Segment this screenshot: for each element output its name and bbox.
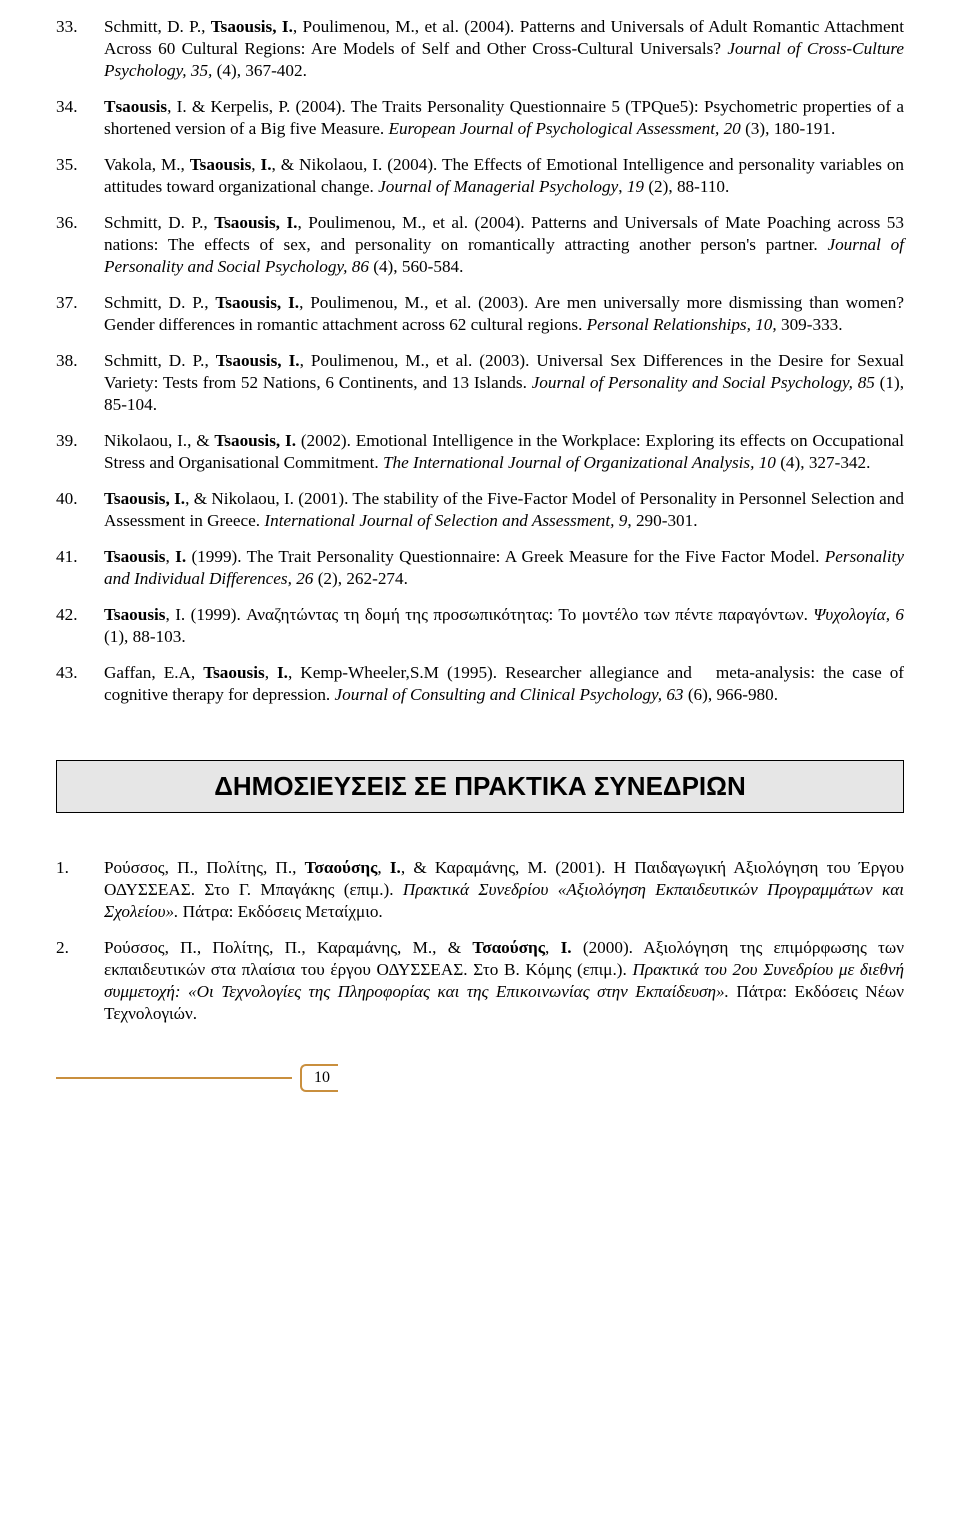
page-number: 10 (314, 1069, 330, 1086)
reference-text: Ρούσσος, Π., Πολίτης, Π., Τσαούσης, Ι., … (104, 857, 904, 923)
reference-text: Τsaousis, I. & Kerpelis, P. (2004). The … (104, 96, 904, 140)
reference-number: 42. (56, 604, 104, 648)
reference-item: 38.Schmitt, D. P., Tsaousis, I., Poulime… (56, 350, 904, 416)
reference-text: Tsaousis, I. (1999). Αναζητώντας τη δομή… (104, 604, 904, 648)
references-list-2: 1.Ρούσσος, Π., Πολίτης, Π., Τσαούσης, Ι.… (56, 857, 904, 1025)
reference-text: Schmitt, D. P., Tsaousis, I., Poulimenou… (104, 212, 904, 278)
reference-number: 41. (56, 546, 104, 590)
document-page: 33.Schmitt, D. P., Tsaousis, I., Poulime… (0, 0, 960, 1132)
reference-item: 33.Schmitt, D. P., Tsaousis, I., Poulime… (56, 16, 904, 82)
reference-number: 2. (56, 937, 104, 1025)
reference-text: Gaffan, E.A, Tsaousis, I., Kemp-Wheeler,… (104, 662, 904, 706)
reference-item: 36.Schmitt, D. P., Tsaousis, I., Poulime… (56, 212, 904, 278)
reference-number: 33. (56, 16, 104, 82)
reference-text: Nikolaou, I., & Tsaousis, I. (2002). Emo… (104, 430, 904, 474)
reference-item: 1.Ρούσσος, Π., Πολίτης, Π., Τσαούσης, Ι.… (56, 857, 904, 923)
reference-item: 41.Tsaousis, I. (1999). The Trait Person… (56, 546, 904, 590)
section-header: ΔΗΜΟΣΙΕΥΣΕΙΣ ΣΕ ΠΡΑΚΤΙΚΑ ΣΥΝΕΔΡΙΩΝ (56, 760, 904, 813)
section-header-wrap: ΔΗΜΟΣΙΕΥΣΕΙΣ ΣΕ ΠΡΑΚΤΙΚΑ ΣΥΝΕΔΡΙΩΝ (56, 760, 904, 813)
page-number-box: 10 (300, 1064, 338, 1092)
reference-item: 37.Schmitt, D. P., Tsaousis, I., Poulime… (56, 292, 904, 336)
reference-text: Schmitt, D. P., Tsaousis, I., Poulimenou… (104, 350, 904, 416)
reference-text: Vakola, M., Tsaousis, I., & Nikolaou, I.… (104, 154, 904, 198)
reference-number: 40. (56, 488, 104, 532)
reference-number: 36. (56, 212, 104, 278)
page-footer: 10 (56, 1064, 904, 1092)
reference-text: Schmitt, D. P., Tsaousis, I., Poulimenou… (104, 292, 904, 336)
reference-item: 39.Nikolaou, I., & Tsaousis, I. (2002). … (56, 430, 904, 474)
reference-item: 43.Gaffan, E.A, Tsaousis, I., Kemp-Wheel… (56, 662, 904, 706)
reference-text: Schmitt, D. P., Tsaousis, I., Poulimenou… (104, 16, 904, 82)
reference-item: 42.Tsaousis, I. (1999). Αναζητώντας τη δ… (56, 604, 904, 648)
reference-item: 2.Ρούσσος, Π., Πολίτης, Π., Καραμάνης, Μ… (56, 937, 904, 1025)
reference-number: 39. (56, 430, 104, 474)
reference-number: 38. (56, 350, 104, 416)
reference-item: 40.Tsaousis, I., & Nikolaou, I. (2001). … (56, 488, 904, 532)
footer-line (56, 1077, 292, 1079)
reference-text: Tsaousis, I. (1999). The Trait Personali… (104, 546, 904, 590)
reference-number: 35. (56, 154, 104, 198)
reference-text: Ρούσσος, Π., Πολίτης, Π., Καραμάνης, Μ.,… (104, 937, 904, 1025)
references-list-1: 33.Schmitt, D. P., Tsaousis, I., Poulime… (56, 16, 904, 706)
reference-item: 34.Τsaousis, I. & Kerpelis, P. (2004). T… (56, 96, 904, 140)
reference-number: 34. (56, 96, 104, 140)
reference-text: Tsaousis, I., & Nikolaou, I. (2001). The… (104, 488, 904, 532)
reference-number: 43. (56, 662, 104, 706)
reference-number: 1. (56, 857, 104, 923)
reference-item: 35.Vakola, M., Tsaousis, I., & Nikolaou,… (56, 154, 904, 198)
reference-number: 37. (56, 292, 104, 336)
